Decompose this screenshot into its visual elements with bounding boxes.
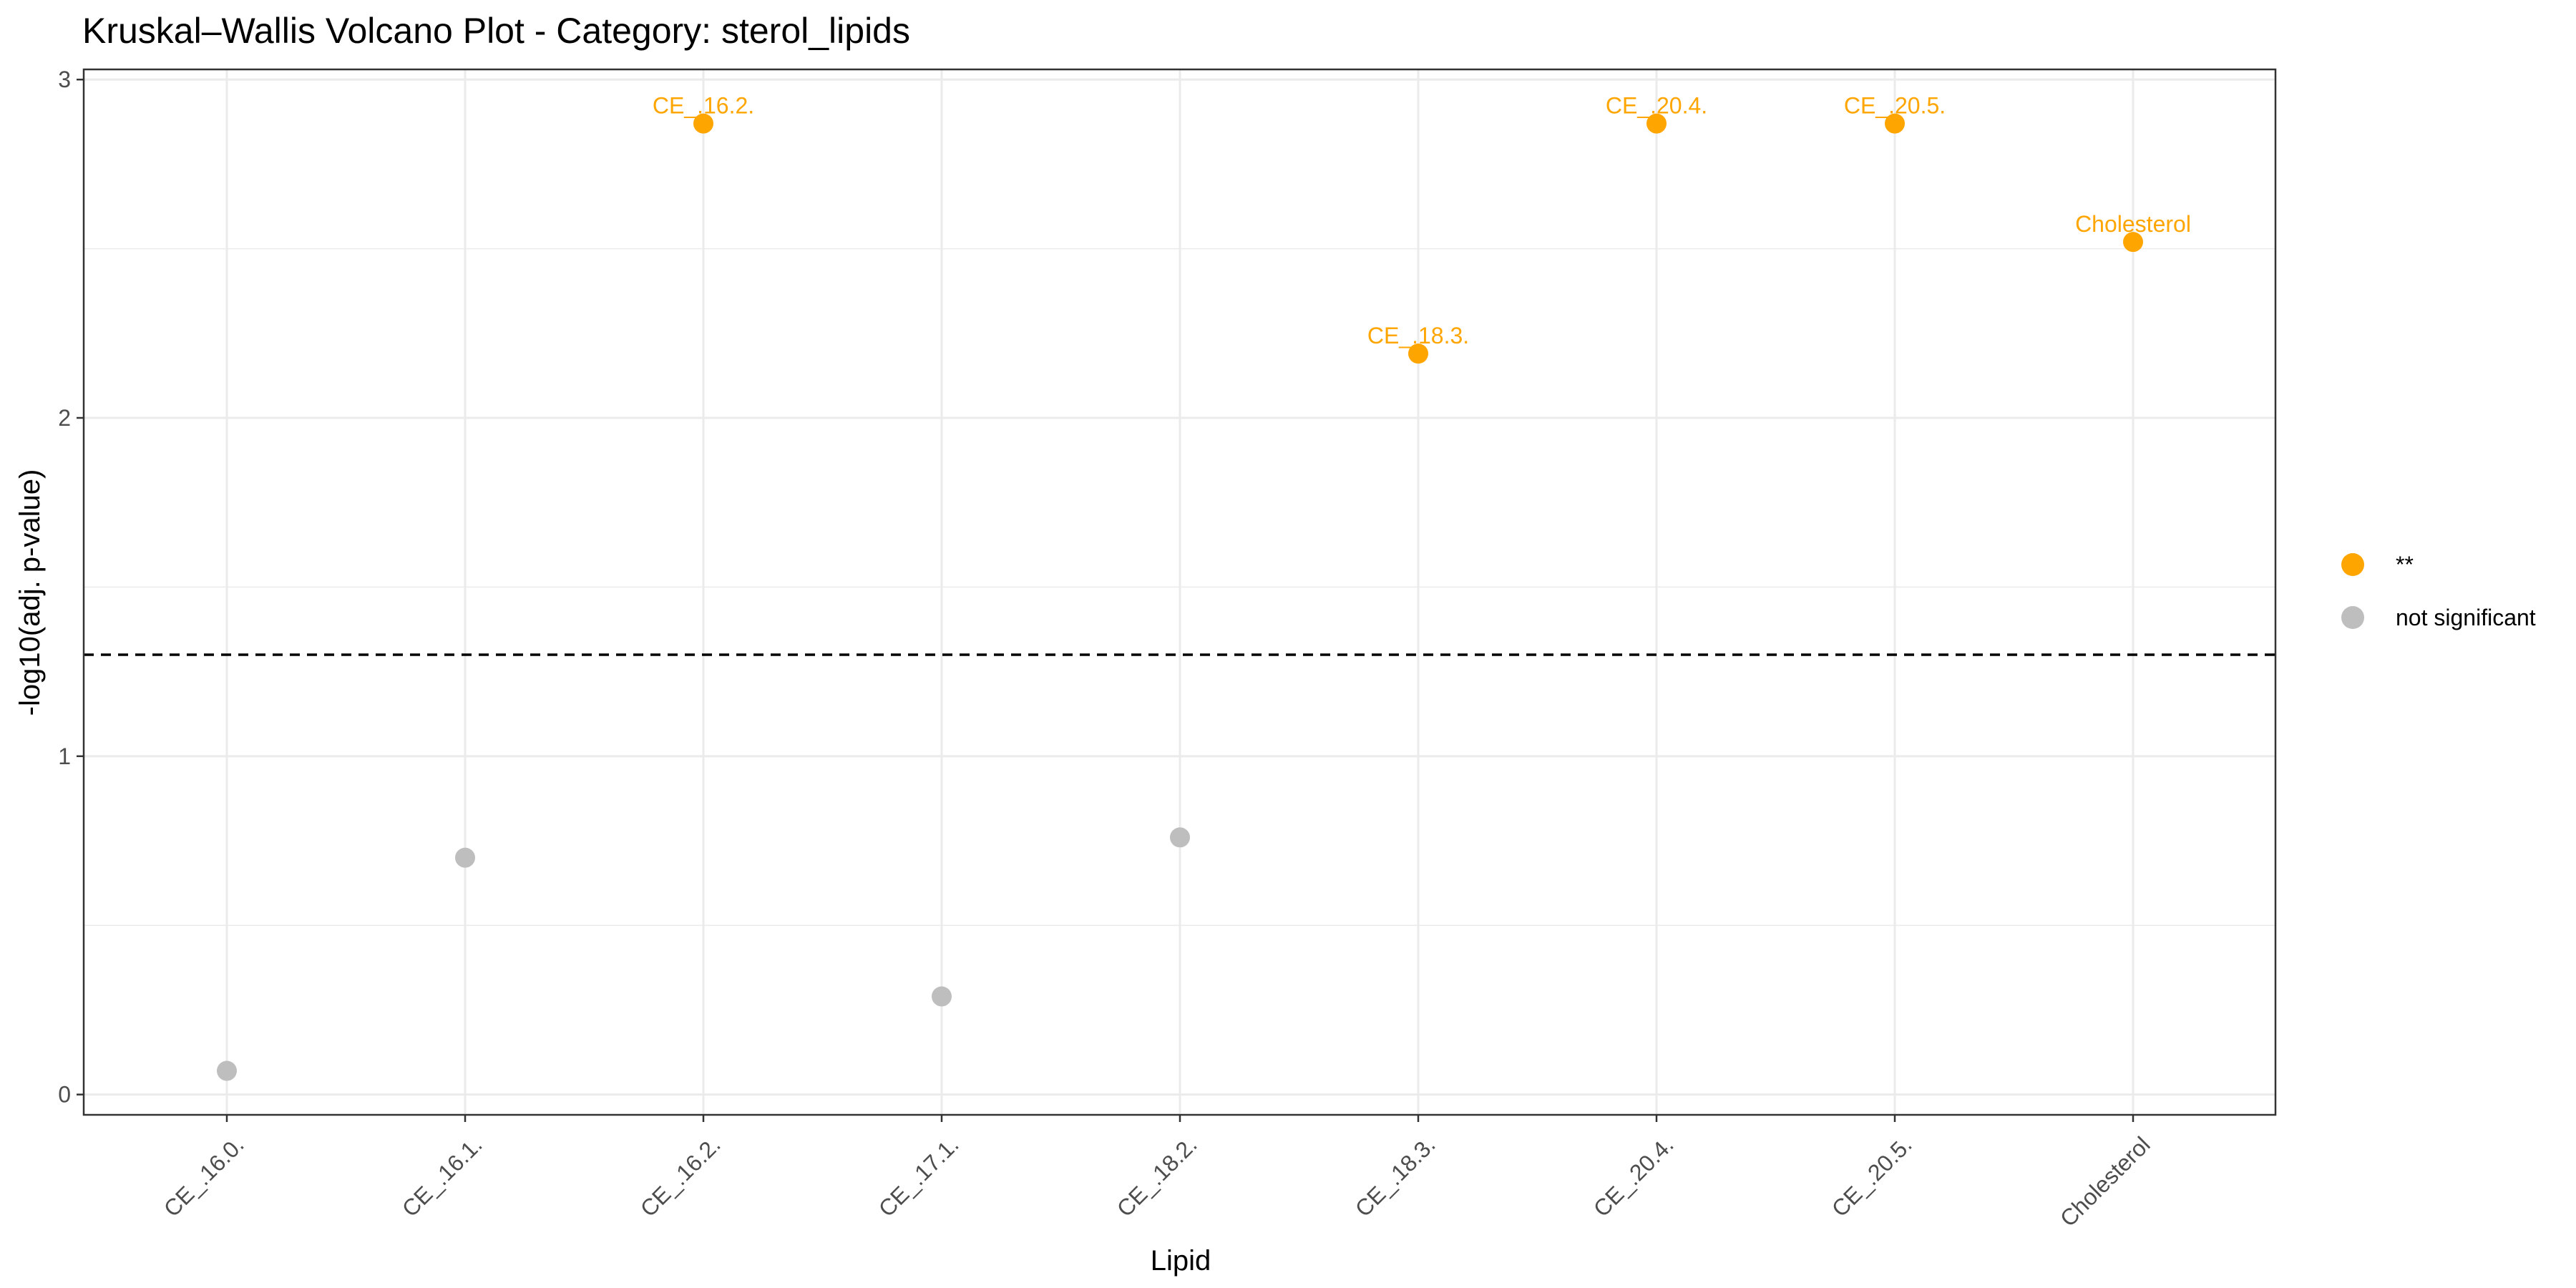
legend-key — [2341, 606, 2364, 629]
chart-title: Kruskal–Wallis Volcano Plot - Category: … — [82, 11, 910, 51]
point-label: CE_.20.4. — [1606, 93, 1707, 119]
data-point — [2123, 232, 2143, 253]
grid — [84, 69, 2275, 1115]
y-tick-label: 1 — [58, 743, 71, 769]
legend-label: not significant — [2396, 605, 2536, 630]
point-label: CE_.18.3. — [1367, 323, 1469, 348]
data-point — [1408, 343, 1428, 364]
y-tick-label: 3 — [58, 67, 71, 92]
x-tick-label: CE_.16.0. — [159, 1131, 249, 1221]
x-tick-label: CE_.16.1. — [397, 1131, 487, 1221]
point-label: CE_.20.5. — [1844, 93, 1946, 119]
x-tick-label: CE_.20.5. — [1827, 1131, 1917, 1221]
y-axis-title: -log10(adj. p-value) — [14, 469, 46, 716]
x-tick-label: CE_.17.1. — [874, 1131, 964, 1221]
data-point — [217, 1060, 237, 1081]
x-tick-label: CE_.18.3. — [1350, 1131, 1440, 1221]
legend: ** not significant — [2341, 552, 2536, 630]
data-point — [693, 113, 713, 134]
y-tick-label: 0 — [58, 1082, 71, 1108]
x-tick-label: CE_.16.2. — [635, 1131, 726, 1221]
x-tick-label: CE_.20.4. — [1589, 1131, 1679, 1221]
data-point — [1646, 113, 1667, 134]
x-axis-title: Lipid — [1151, 1245, 1211, 1277]
point-label: Cholesterol — [2075, 211, 2191, 237]
data-point — [455, 847, 475, 868]
data-point — [932, 986, 952, 1007]
y-tick-label: 2 — [58, 405, 71, 431]
x-tick-label: CE_.18.2. — [1112, 1131, 1202, 1221]
x-axis: CE_.16.0. CE_.16.1. CE_.16.2. CE_.17.1. CE_.… — [159, 1115, 2155, 1231]
legend-label: ** — [2396, 552, 2414, 577]
y-axis: 0 1 2 3 — [58, 67, 84, 1108]
point-label: CE_.16.2. — [653, 93, 754, 119]
legend-key — [2341, 553, 2364, 576]
data-point — [1885, 113, 1905, 134]
data-point — [1170, 827, 1190, 848]
point-labels: CE_.16.2. CE_.18.3. CE_.20.4. CE_.20.5. Chol… — [653, 93, 2191, 349]
x-tick-label: Cholesterol — [2055, 1131, 2155, 1231]
data-points — [217, 113, 2143, 1081]
